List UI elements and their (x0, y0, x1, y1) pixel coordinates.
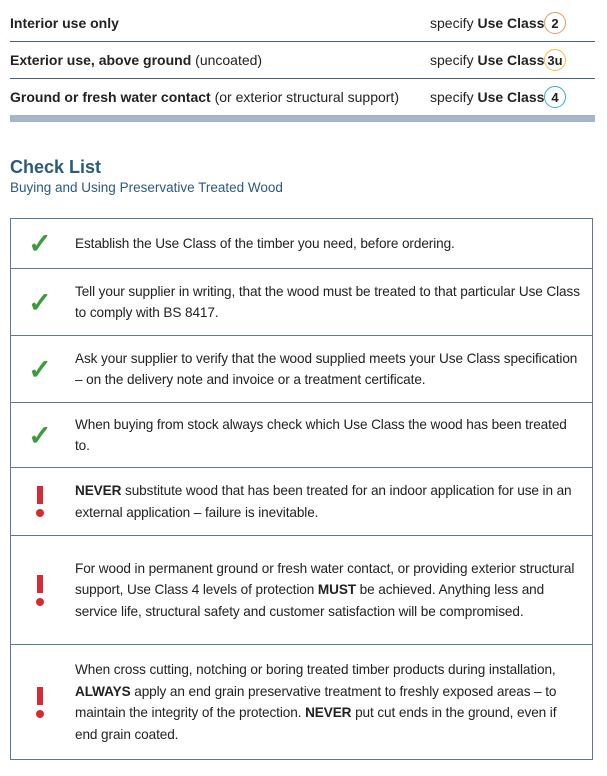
item-text: When cross cutting, notching or boring t… (75, 662, 556, 677)
use-class-label: Use Class (477, 52, 545, 68)
specify-label: specify Use Class (430, 15, 544, 31)
item-text: When buying from stock always check whic… (75, 416, 567, 454)
checklist-item: ✓ Ask your supplier to verify that the wo… (11, 336, 592, 403)
divider-bar (10, 115, 595, 122)
checklist-item: When cross cutting, notching or boring t… (11, 645, 592, 759)
use-class-table: Interior use only specify Use Class 2 Ext… (10, 5, 595, 115)
use-class-row: Interior use only specify Use Class 2 (10, 5, 595, 42)
checklist-item: For wood in permanent ground or fresh wa… (11, 536, 592, 645)
use-class-badge: 3u (544, 49, 566, 71)
checklist-table: ✓ Establish the Use Class of the timber y… (10, 218, 593, 760)
item-text: substitute wood that has been treated fo… (75, 483, 572, 520)
item-text: Ask your supplier to verify that the woo… (75, 350, 578, 388)
checklist-item-text: NEVER substitute wood that has been trea… (75, 480, 580, 523)
check-icon: ✓ (28, 353, 52, 385)
emphasis-text: MUST (317, 582, 356, 598)
checklist-item-text: For wood in permanent ground or fresh wa… (75, 558, 580, 623)
use-class-row: Ground or fresh water contact (or exteri… (10, 79, 595, 115)
specify-label: specify Use Class (430, 52, 544, 68)
use-class-label: Use Class (477, 89, 545, 105)
emphasis-text: NEVER (305, 705, 352, 720)
checklist-item: NEVER substitute wood that has been trea… (11, 468, 592, 536)
description-bold: Interior use only (10, 15, 119, 31)
check-icon: ✓ (28, 228, 52, 259)
description-bold: Exterior use, above ground (10, 52, 192, 68)
use-class-description: Ground or fresh water contact (or exteri… (10, 89, 595, 105)
checklist-item: ✓ When buying from stock always check whi… (11, 403, 592, 468)
item-text: Tell your supplier in writing, that the … (75, 283, 580, 321)
use-class-badge: 4 (544, 86, 566, 108)
item-text: Establish the Use Class of the timber yo… (75, 235, 455, 251)
exclamation-icon (25, 574, 55, 606)
item-text: For wood in permanent ground or fresh wa… (75, 560, 575, 598)
description-bold: Ground or fresh water contact (10, 89, 211, 105)
specify-text: specify (430, 15, 478, 31)
specify-text: specify (430, 89, 478, 105)
item-text: be achieved. Anything less and service l… (75, 582, 545, 619)
checklist-subtitle: Buying and Using Preservative Treated Wo… (10, 180, 283, 195)
use-class-label: Use Class (477, 15, 545, 31)
checklist-item-text: Ask your supplier to verify that the woo… (75, 348, 580, 391)
checklist-item: ✓ Tell your supplier in writing, that the… (11, 269, 592, 336)
specify-text: specify (430, 52, 478, 68)
emphasis-text: NEVER (75, 483, 122, 498)
description-note: (uncoated) (191, 52, 263, 68)
exclamation-icon (25, 486, 55, 517)
use-class-badge: 2 (544, 12, 566, 34)
item-text: put cut ends in the ground, even if end … (75, 705, 557, 742)
checklist-item-text: Tell your supplier in writing, that the … (75, 281, 580, 324)
item-text: apply an end grain preservative treatmen… (75, 683, 557, 721)
use-class-row: Exterior use, above ground (uncoated) sp… (10, 42, 595, 79)
specify-label: specify Use Class (430, 89, 544, 105)
use-class-description: Interior use only (10, 15, 595, 31)
checklist-item-text: When buying from stock always check whic… (75, 414, 580, 457)
checklist-title: Check List (10, 157, 102, 177)
checklist-item: ✓ Establish the Use Class of the timber y… (11, 219, 592, 269)
checklist-item-text: Establish the Use Class of the timber yo… (75, 233, 580, 255)
check-icon: ✓ (28, 286, 52, 318)
check-icon: ✓ (28, 419, 52, 451)
checklist-item-text: When cross cutting, notching or boring t… (75, 659, 580, 745)
emphasis-text: ALWAYS (75, 683, 131, 699)
use-class-description: Exterior use, above ground (uncoated) (10, 52, 595, 68)
description-note: (or exterior structural support) (210, 89, 399, 105)
exclamation-icon (25, 686, 55, 718)
